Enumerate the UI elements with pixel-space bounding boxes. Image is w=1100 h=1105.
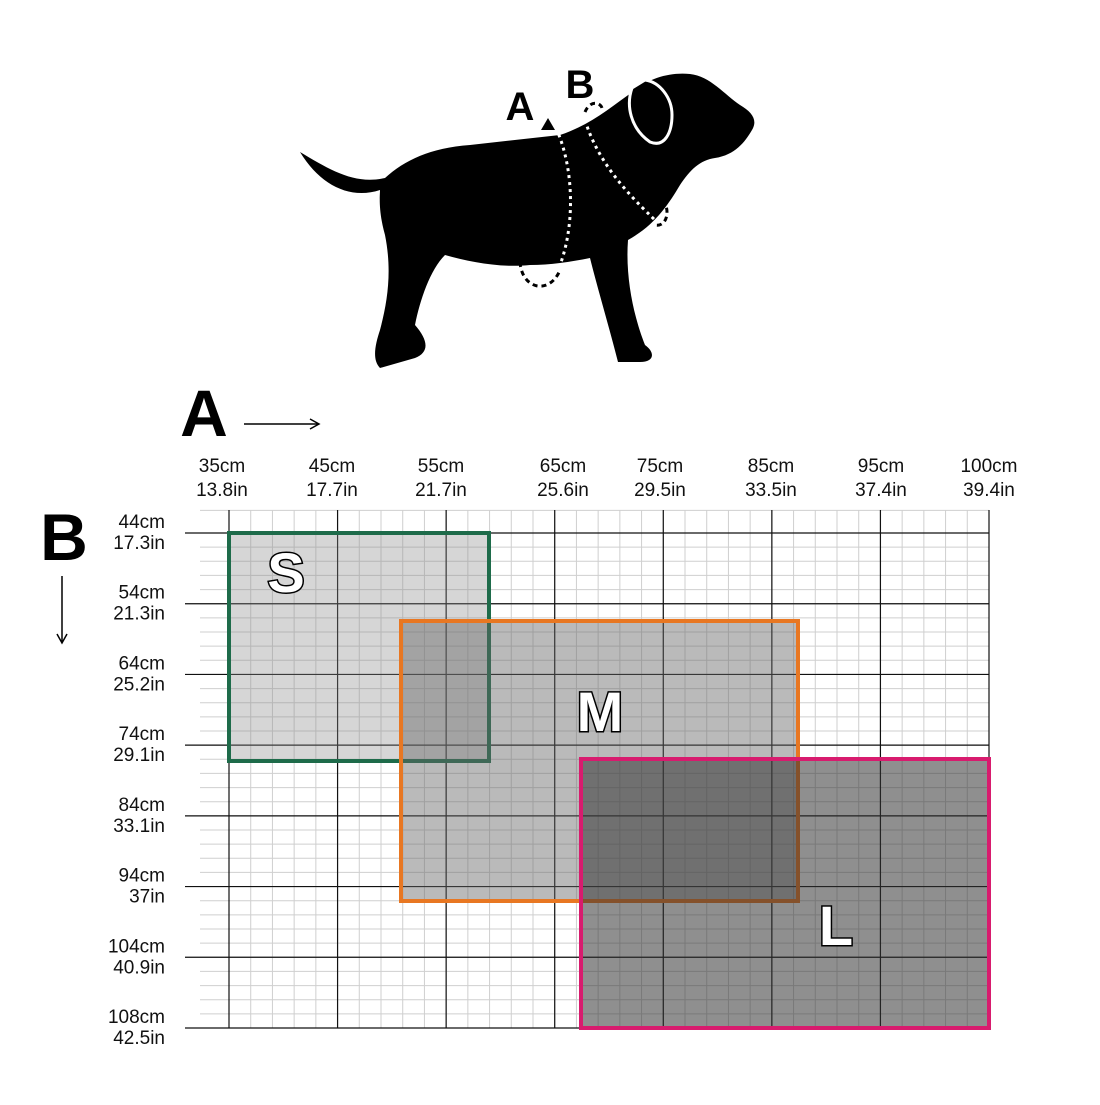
column-label-cm: 85cm <box>748 456 794 477</box>
row-label-cm: 64cm <box>119 653 165 674</box>
row-label-in: 42.5in <box>113 1028 165 1049</box>
column-label-cm: 35cm <box>199 456 245 477</box>
column-label-in: 17.7in <box>306 480 358 501</box>
row-label-in: 25.2in <box>113 674 165 695</box>
column-label-in: 37.4in <box>855 480 907 501</box>
axis-a-arrow <box>244 418 321 430</box>
column-label-in: 39.4in <box>963 480 1015 501</box>
row-label-in: 37in <box>129 887 165 908</box>
size-l-label: L <box>819 894 853 957</box>
column-label-cm: 65cm <box>540 456 586 477</box>
size-boxes: S M L <box>227 531 991 1030</box>
axis-b-label: B <box>40 500 88 574</box>
column-label-in: 29.5in <box>634 480 686 501</box>
row-label-cm: 108cm <box>108 1007 165 1028</box>
size-s-label: S <box>267 541 304 604</box>
row-label-in: 21.3in <box>113 604 165 625</box>
row-label-cm: 84cm <box>119 795 165 816</box>
column-label-cm: 75cm <box>637 456 683 477</box>
column-label-cm: 95cm <box>858 456 904 477</box>
row-label-cm: 54cm <box>119 583 165 604</box>
dog-illustration: A B <box>300 63 755 368</box>
row-label-cm: 104cm <box>108 936 165 957</box>
row-label-cm: 94cm <box>119 866 165 887</box>
dog-label-b: B <box>566 63 595 107</box>
size-s-box <box>227 531 491 763</box>
column-label-cm: 100cm <box>960 456 1017 477</box>
column-label-cm: 55cm <box>418 456 464 477</box>
row-label-in: 33.1in <box>113 816 165 837</box>
row-label-cm: 74cm <box>119 724 165 745</box>
size-l-box <box>579 757 991 1030</box>
column-label-in: 33.5in <box>745 480 797 501</box>
column-label-cm: 45cm <box>309 456 355 477</box>
row-label-in: 29.1in <box>113 745 165 766</box>
axis-b-arrow <box>56 576 68 645</box>
column-label-in: 13.8in <box>196 480 248 501</box>
axis-a-label: A <box>180 376 228 450</box>
column-label-in: 21.7in <box>415 480 467 501</box>
dog-label-a: A <box>506 85 535 129</box>
row-label-cm: 44cm <box>119 512 165 533</box>
column-label-in: 25.6in <box>537 480 589 501</box>
row-label-in: 40.9in <box>113 957 165 978</box>
row-label-in: 17.3in <box>113 533 165 554</box>
size-m-label: M <box>577 680 624 743</box>
